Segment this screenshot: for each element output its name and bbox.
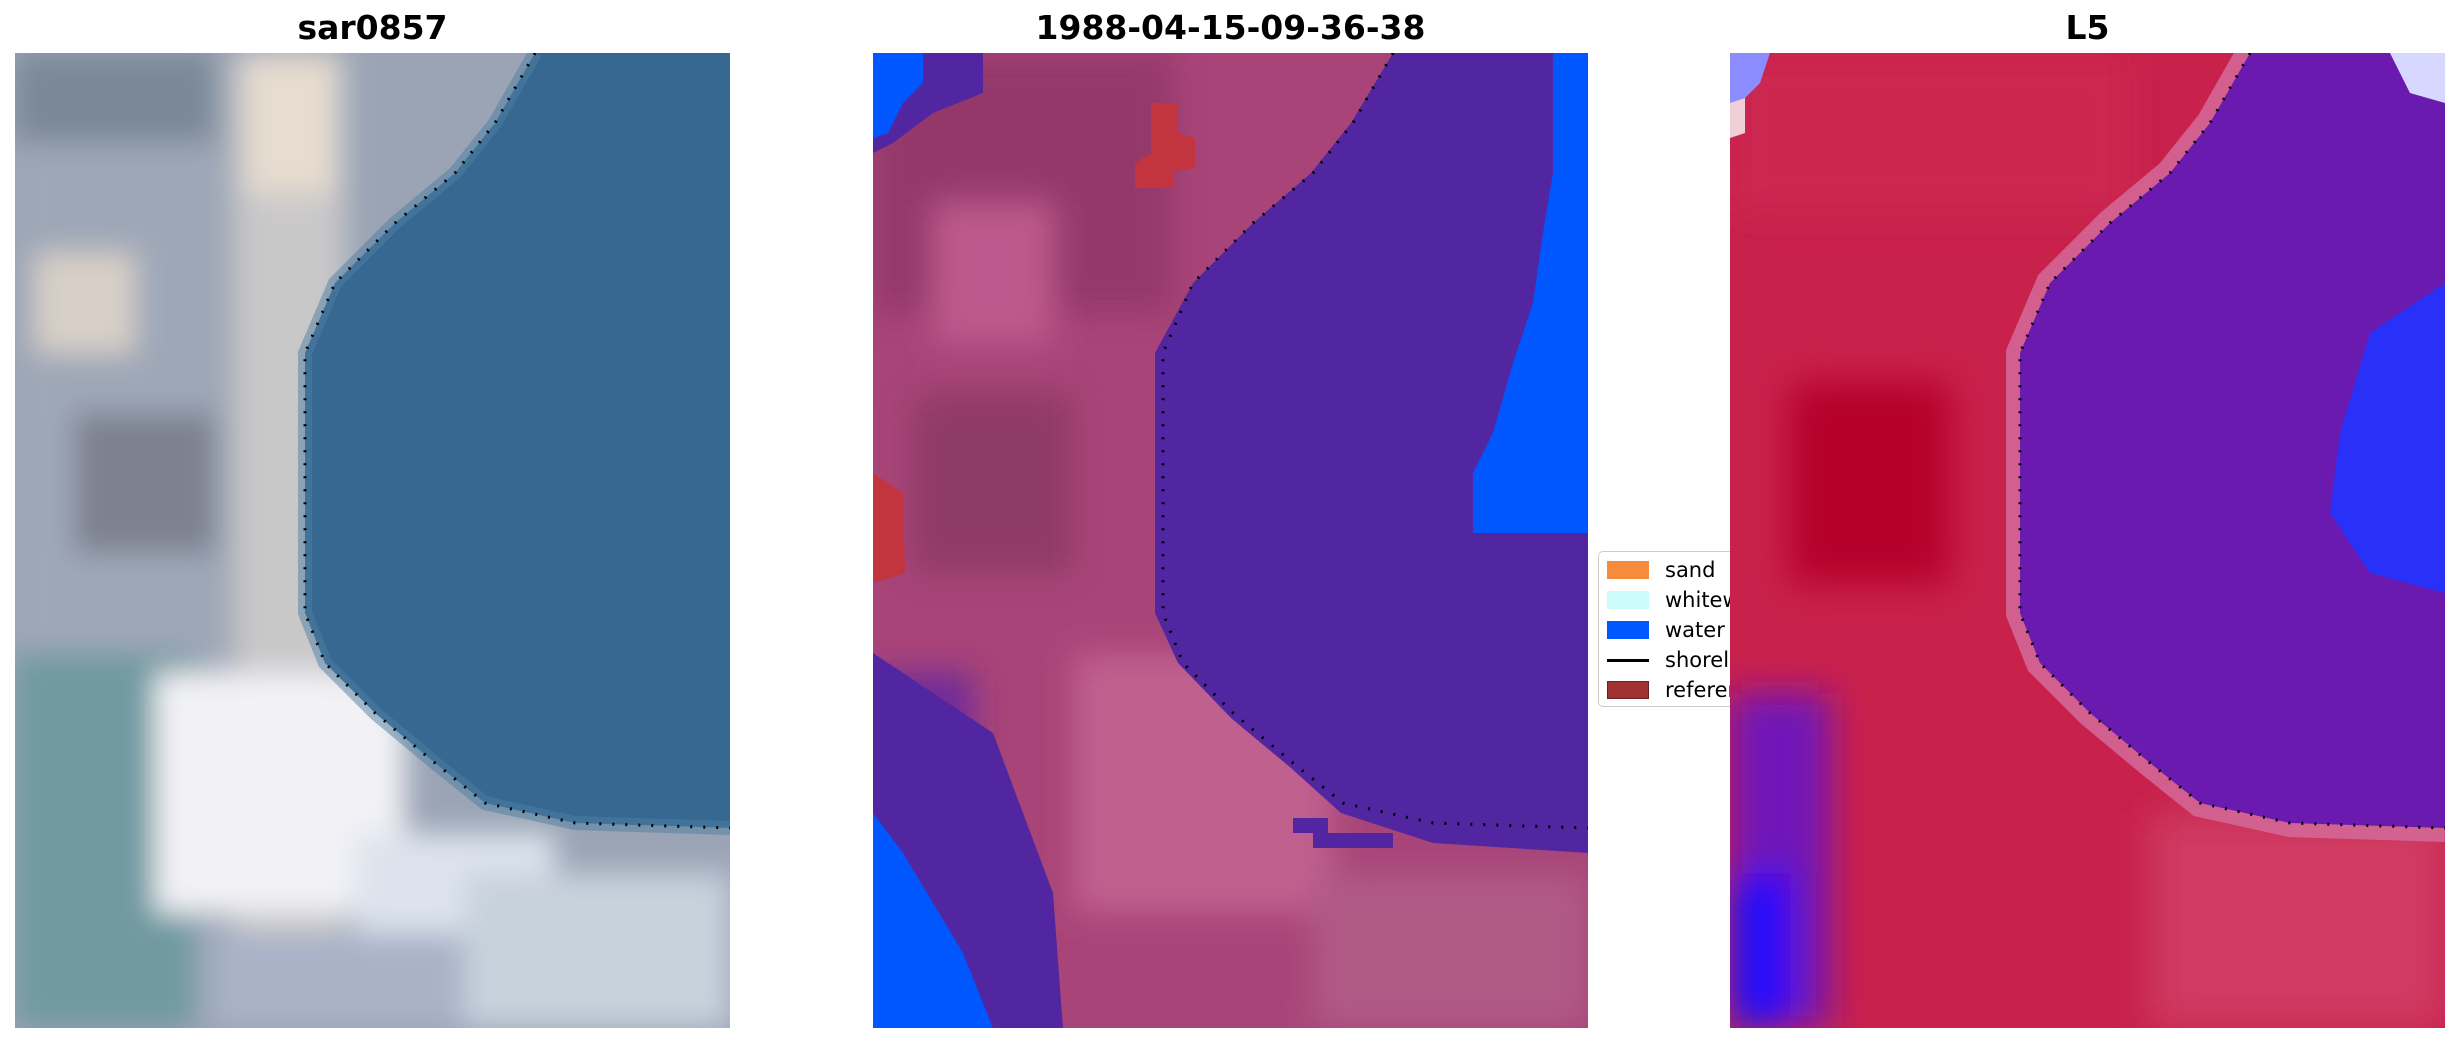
panel-title-index: L5	[2065, 8, 2110, 47]
legend-label-reference: reference	[1665, 678, 1733, 702]
legend-swatch-sand	[1607, 561, 1649, 579]
classification-image	[873, 53, 1588, 1028]
index-image	[1730, 53, 2445, 1028]
rgb-image-panel	[15, 53, 730, 1028]
legend-label-shoreline: shoreline	[1665, 648, 1733, 672]
legend-line-shoreline	[1607, 658, 1649, 662]
legend-swatch-whitewater	[1607, 591, 1649, 609]
panel-title-rgb: sar0857	[297, 8, 448, 47]
legend-label-water: water	[1665, 618, 1725, 642]
classification-panel	[873, 53, 1588, 1028]
rgb-image	[15, 53, 730, 1028]
legend-item-reference: reference	[1607, 676, 1733, 704]
shoreline-classification	[1161, 53, 1588, 830]
legend-item-shoreline: shoreline	[1607, 646, 1733, 674]
shoreline-index	[2018, 53, 2445, 830]
legend-swatch-water	[1607, 621, 1649, 639]
legend-label-sand: sand	[1665, 558, 1716, 582]
legend-item-sand: sand	[1607, 556, 1715, 584]
shoreline-rgb	[303, 53, 730, 830]
index-panel	[1730, 53, 2445, 1028]
legend-swatch-reference	[1607, 681, 1649, 699]
legend-item-water: water	[1607, 616, 1725, 644]
panel-title-classification: 1988-04-15-09-36-38	[1035, 8, 1426, 47]
